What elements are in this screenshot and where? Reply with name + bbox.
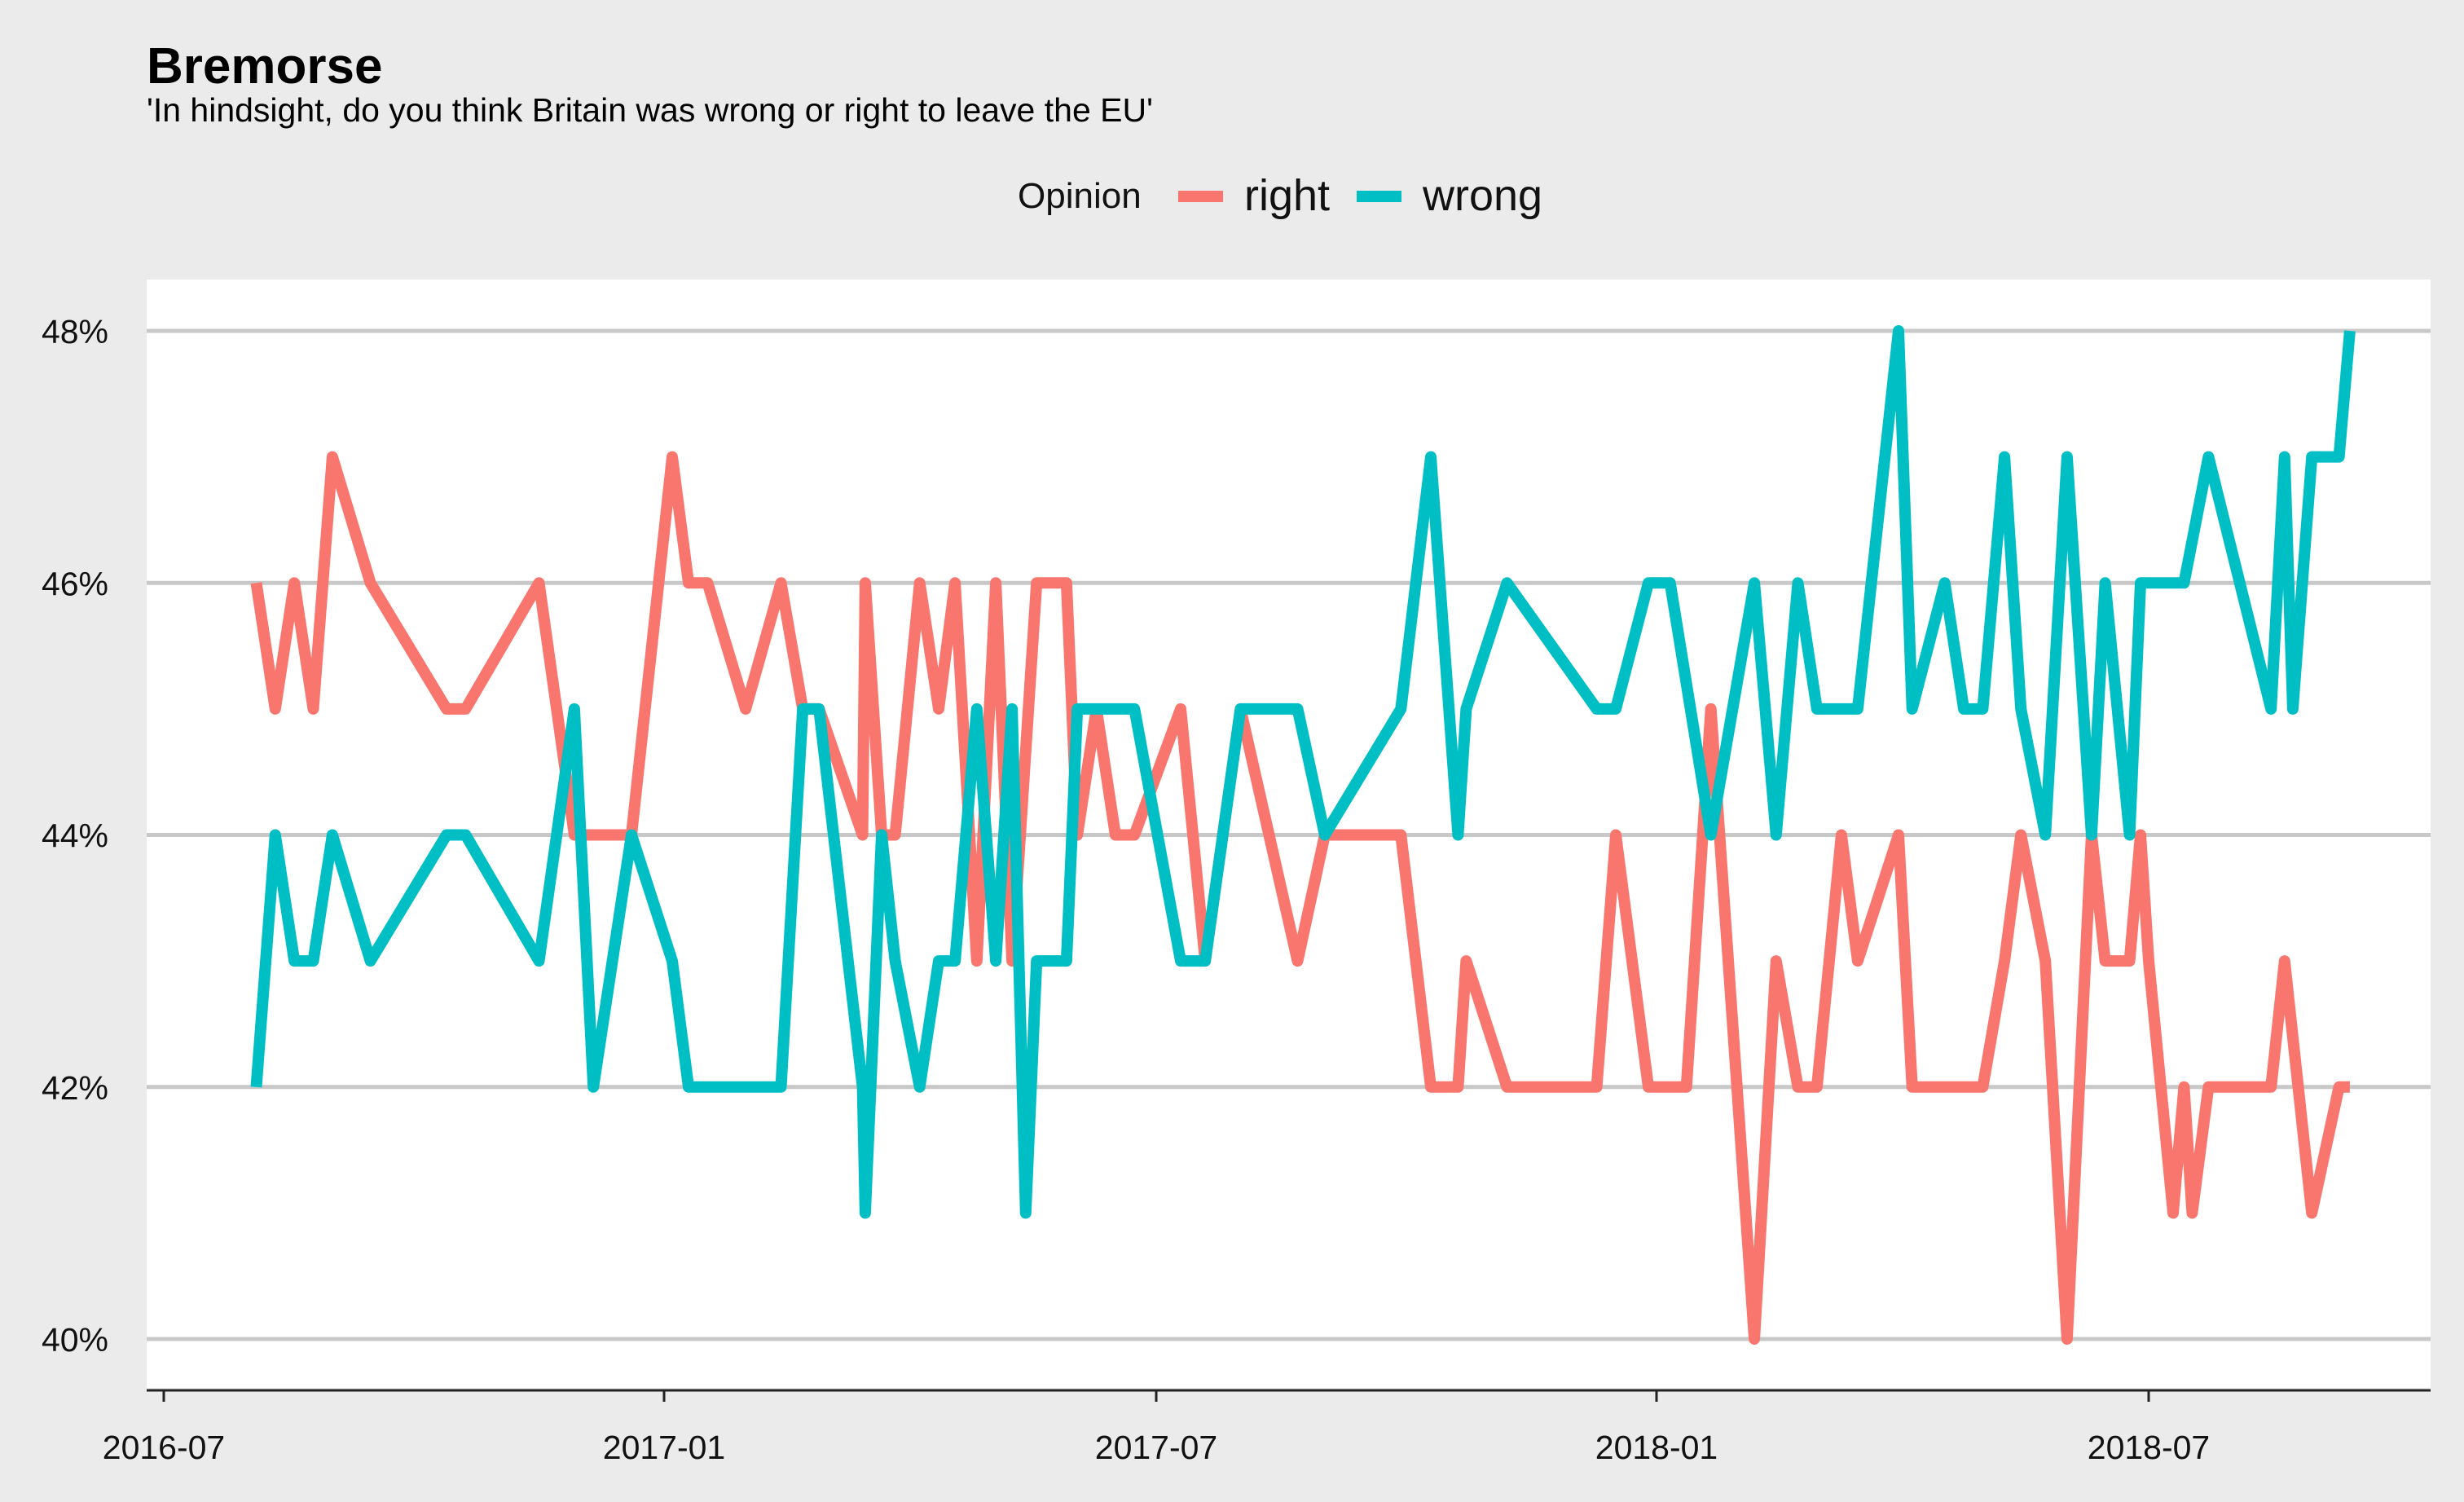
x-tick-label: 2018-01 [1595,1429,1718,1466]
y-tick-label: 40% [42,1321,108,1359]
legend: Opinion right wrong [1018,171,1542,220]
series-line-wrong [250,325,2356,1219]
legend-title: Opinion [1018,176,1142,216]
y-tick-label: 48% [42,313,108,350]
y-tick-label: 44% [42,817,108,855]
x-tick-label: 2017-01 [603,1429,725,1466]
legend-label-right: right [1244,171,1330,220]
chart-title: Bremorse [147,38,383,95]
series-line-right [250,451,2350,1345]
y-tick-label: 46% [42,565,108,602]
legend-label-wrong: wrong [1422,171,1542,220]
y-tick-label: 42% [42,1069,108,1107]
chart-subtitle: 'In hindsight, do you think Britain was … [147,91,1153,129]
x-tick-label: 2018-07 [2088,1429,2210,1466]
x-tick-label: 2017-07 [1095,1429,1217,1466]
x-tick-label: 2016-07 [103,1429,225,1466]
